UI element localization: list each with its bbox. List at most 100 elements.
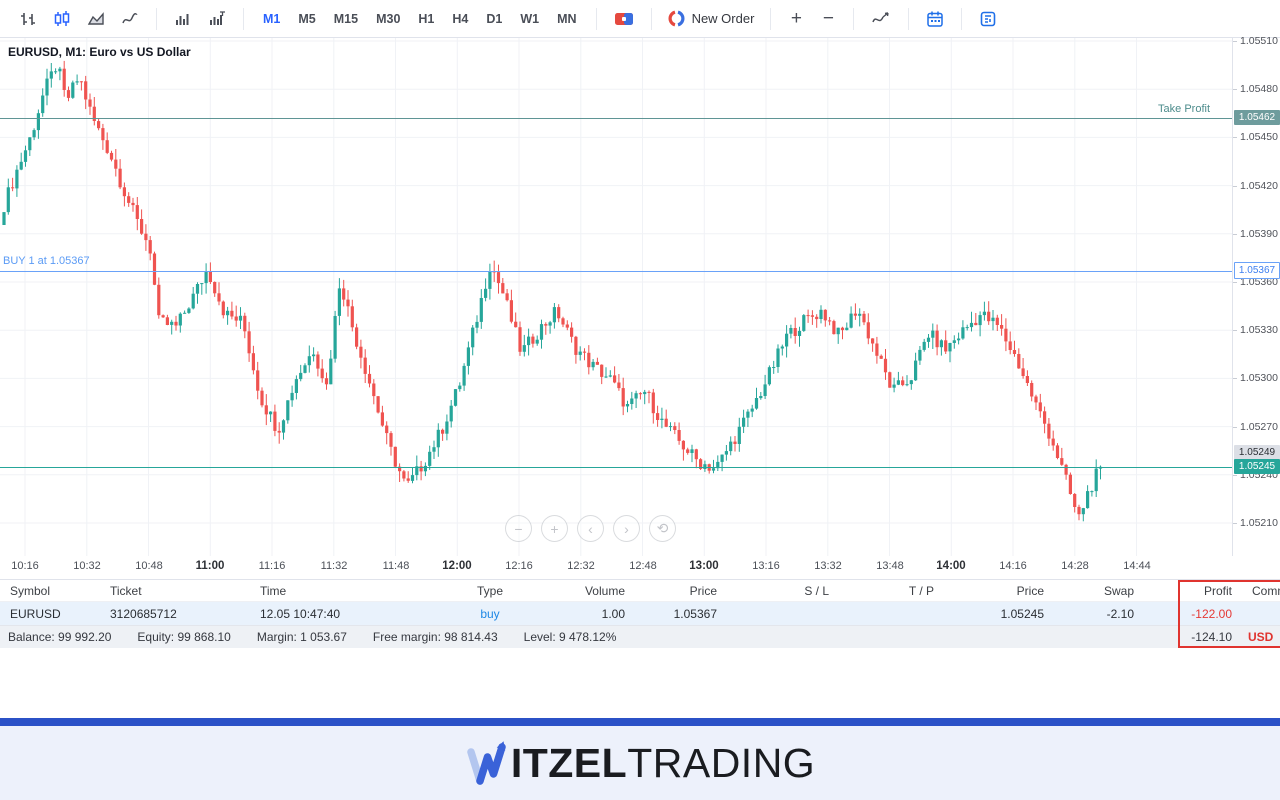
timeframe-h4[interactable]: H4 bbox=[452, 11, 469, 26]
column-header-type[interactable]: Type bbox=[476, 583, 503, 598]
top-toolbar: M1 M5 M15 M30 H1 H4 D1 W1 MN New Order + − bbox=[0, 0, 1280, 38]
position-cell-volume: 1.00 bbox=[601, 606, 625, 621]
time-axis-label: 14:28 bbox=[1061, 560, 1089, 572]
column-header-price[interactable]: Price bbox=[1016, 583, 1044, 598]
price-axis[interactable]: 1.05462 1.05367 1.05249 1.05245 1.05510 1… bbox=[1232, 35, 1280, 556]
chevron-right-icon[interactable]: › bbox=[613, 515, 640, 542]
time-axis-label: 11:00 bbox=[195, 560, 225, 572]
toolbar-separator bbox=[770, 7, 772, 30]
time-axis-label: 11:32 bbox=[320, 560, 348, 572]
position-cell-profit: -122.00 bbox=[1191, 606, 1232, 621]
time-axis-label: 12:32 bbox=[567, 560, 595, 572]
toolbar-separator bbox=[961, 7, 963, 30]
total-profit-value: -124.10 bbox=[1191, 630, 1232, 644]
journal-icon[interactable] bbox=[974, 6, 1002, 32]
column-header-symbol[interactable]: Symbol bbox=[10, 583, 51, 598]
brand-light-text: TRADING bbox=[627, 739, 816, 786]
footer-spacer bbox=[0, 648, 1280, 718]
buy-position-label: BUY 1 at 1.05367 bbox=[3, 255, 90, 267]
column-header-comm[interactable]: Comm bbox=[1252, 583, 1280, 598]
table-header-row: Symbol Ticket Time Type Volume Price S / L T / … bbox=[0, 580, 1280, 602]
column-header-time[interactable]: Time bbox=[260, 583, 287, 598]
summary-item: Level: 9 478.12% bbox=[523, 630, 617, 644]
witzel-w-arrow-icon bbox=[467, 741, 506, 785]
time-axis-label: 11:48 bbox=[382, 560, 410, 572]
line-chart-icon[interactable] bbox=[116, 6, 144, 32]
timeframe-m1[interactable]: M1 bbox=[263, 11, 281, 26]
column-header-price[interactable]: Price bbox=[689, 583, 717, 598]
account-summary-items: Balance: 99 992.20 Equity: 99 868.10 Margi… bbox=[0, 630, 1280, 644]
timeframe-d1[interactable]: D1 bbox=[486, 11, 503, 26]
position-cell-price: 1.05367 bbox=[673, 606, 717, 621]
candlestick-chart-icon[interactable] bbox=[48, 6, 76, 32]
column-header-profit[interactable]: Profit bbox=[1203, 583, 1232, 598]
summary-item: Free margin: 98 814.43 bbox=[372, 630, 498, 644]
zoom-out-button[interactable]: − bbox=[822, 7, 834, 29]
summary-item: Margin: 1 053.67 bbox=[256, 630, 347, 644]
depth-of-market-icon[interactable] bbox=[609, 6, 639, 32]
brand-bold-text: ITZEL bbox=[510, 739, 628, 786]
price-axis-label: 1.05330 bbox=[1233, 324, 1280, 336]
candlestick-chart[interactable] bbox=[0, 38, 1232, 556]
reset-view-icon[interactable]: ⟲ bbox=[649, 515, 676, 542]
time-axis-label: 14:16 bbox=[999, 560, 1027, 572]
column-header-ticket[interactable]: Ticket bbox=[110, 583, 142, 598]
time-axis-label: 13:32 bbox=[814, 560, 842, 572]
position-cell-ticket: 3120685712 bbox=[110, 606, 177, 621]
chart-nav-controls: − + ‹ › ⟲ bbox=[505, 515, 676, 542]
timeframe-w1[interactable]: W1 bbox=[520, 11, 540, 26]
price-axis-label: 1.05450 bbox=[1233, 131, 1280, 143]
time-axis-label: 10:48 bbox=[135, 560, 163, 572]
account-currency: USD bbox=[1248, 630, 1274, 644]
tick-volume-icon[interactable] bbox=[203, 6, 231, 32]
timeframe-group: M1 M5 M15 M30 H1 H4 D1 W1 MN bbox=[256, 6, 584, 32]
footer-accent-bar bbox=[0, 718, 1280, 726]
open-position-row[interactable]: EURUSD 3120685712 12.05 10:47:40 buy 1.00 1.0… bbox=[0, 602, 1280, 625]
time-axis-label: 10:16 bbox=[11, 560, 39, 572]
zoom-in-button[interactable]: + bbox=[790, 7, 802, 29]
time-axis-label: 12:00 bbox=[442, 560, 472, 572]
bar-chart-icon[interactable] bbox=[14, 6, 42, 32]
indicators-icon[interactable] bbox=[866, 6, 896, 32]
column-header-volume[interactable]: Volume bbox=[584, 583, 625, 598]
take-profit-price-badge[interactable]: 1.05462 bbox=[1234, 110, 1280, 125]
column-header-sl[interactable]: S / L bbox=[804, 583, 829, 598]
positions-table: Symbol Ticket Time Type Volume Price S / L T / … bbox=[0, 580, 1280, 648]
brand-footer: ITZEL TRADING bbox=[0, 726, 1280, 800]
time-axis-label: 10:32 bbox=[73, 560, 101, 572]
calendar-icon[interactable] bbox=[921, 6, 949, 32]
toolbar-separator bbox=[595, 7, 597, 30]
volume-icon[interactable] bbox=[169, 6, 197, 32]
buy-price-badge[interactable]: 1.05367 bbox=[1234, 262, 1280, 279]
new-order-button[interactable]: New Order bbox=[664, 10, 759, 27]
summary-item: Equity: 99 868.10 bbox=[137, 630, 231, 644]
position-cell-swap: -2.10 bbox=[1106, 606, 1134, 621]
position-cell-time: 12.05 10:47:40 bbox=[260, 606, 341, 621]
timeframe-m5[interactable]: M5 bbox=[298, 11, 316, 26]
take-profit-label: Take Profit bbox=[1158, 103, 1210, 115]
price-axis-label: 1.05510 bbox=[1233, 35, 1280, 47]
price-axis-label: 1.05360 bbox=[1233, 276, 1280, 288]
scroll-right-icon[interactable]: + bbox=[541, 515, 568, 542]
chevron-left-icon[interactable]: ‹ bbox=[577, 515, 604, 542]
timeframe-h1[interactable]: H1 bbox=[418, 11, 435, 26]
price-axis-label: 1.05210 bbox=[1233, 517, 1280, 529]
price-axis-label: 1.05270 bbox=[1233, 421, 1280, 433]
column-header-tp[interactable]: T / P bbox=[908, 583, 934, 598]
time-axis-label: 14:00 bbox=[936, 560, 966, 572]
time-axis[interactable]: 10:16 10:32 10:48 11:00 11:16 11:32 11:48 12:00… bbox=[0, 556, 1280, 580]
time-axis-label: 14:44 bbox=[1123, 560, 1151, 572]
position-cell-type: buy bbox=[480, 606, 500, 621]
brand-logo: ITZEL TRADING bbox=[465, 740, 815, 787]
column-header-swap[interactable]: Swap bbox=[1103, 583, 1134, 598]
toolbar-separator bbox=[853, 7, 855, 30]
time-axis-label: 13:00 bbox=[689, 560, 719, 572]
timeframe-m30[interactable]: M30 bbox=[376, 11, 401, 26]
chart-area: EURUSD, M1: Euro vs US Dollar Take Profi… bbox=[0, 35, 1280, 556]
scroll-left-icon[interactable]: − bbox=[505, 515, 532, 542]
new-order-icon bbox=[668, 10, 684, 27]
area-chart-icon[interactable] bbox=[82, 6, 110, 32]
timeframe-m15[interactable]: M15 bbox=[333, 11, 359, 26]
time-axis-label: 12:48 bbox=[629, 560, 657, 572]
timeframe-mn[interactable]: MN bbox=[557, 11, 577, 26]
